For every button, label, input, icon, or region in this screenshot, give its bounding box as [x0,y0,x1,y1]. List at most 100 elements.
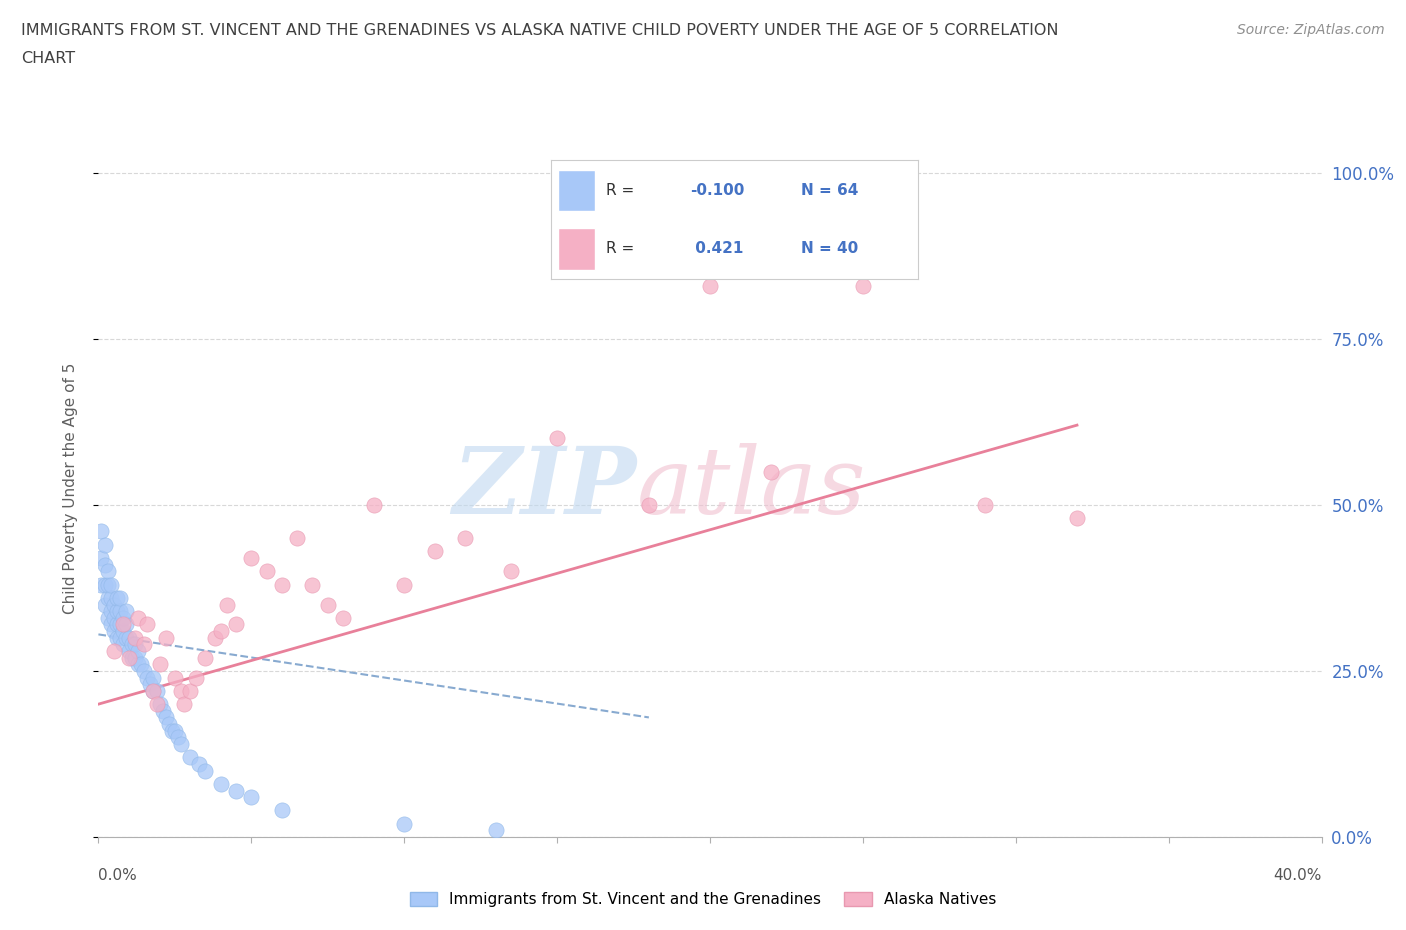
Point [115,631,138,645]
Point [170,684,193,698]
Point [97,591,120,605]
Point [209,777,232,791]
Point [103,597,125,612]
Point [1066,511,1088,525]
Point [124,631,146,645]
Point [852,278,875,293]
Y-axis label: Child Poverty Under the Age of 5: Child Poverty Under the Age of 5 [63,363,77,614]
Point [699,278,721,293]
Point [93,557,115,572]
Point [179,750,201,764]
Point [100,604,122,618]
Point [115,604,138,618]
Text: 40.0%: 40.0% [1274,869,1322,883]
Point [225,617,247,631]
Point [90,551,112,565]
Point [100,578,122,592]
Point [392,817,416,831]
Point [160,724,183,738]
Point [163,671,186,685]
Point [121,650,143,665]
Point [105,591,128,605]
Point [142,684,165,698]
Point [127,610,149,625]
Text: Source: ZipAtlas.com: Source: ZipAtlas.com [1237,23,1385,37]
Point [240,551,263,565]
Point [108,631,131,645]
Point [240,790,263,804]
Point [103,610,125,625]
Point [392,578,416,592]
Point [145,697,167,711]
Point [270,803,292,817]
Text: ZIP: ZIP [453,444,637,533]
Legend: Immigrants from St. Vincent and the Grenadines, Alaska Natives: Immigrants from St. Vincent and the Gren… [404,885,1002,913]
Point [111,637,134,652]
Text: 0.0%: 0.0% [98,869,138,883]
Point [97,564,120,578]
Point [546,431,568,445]
Point [188,756,211,771]
Point [301,578,323,592]
Point [136,617,159,631]
Point [194,764,217,778]
Point [423,544,446,559]
Point [163,724,186,738]
Point [139,677,162,692]
Point [485,823,508,838]
Point [121,637,143,652]
Point [155,631,177,645]
Point [127,644,149,658]
Point [204,631,226,645]
Point [170,737,193,751]
Point [501,564,523,578]
Point [118,644,141,658]
Point [194,650,217,665]
Point [124,650,146,665]
Point [108,617,131,631]
Point [134,637,156,652]
Point [270,578,292,592]
Point [179,684,201,698]
Point [186,671,208,685]
Point [103,624,125,639]
Point [167,730,190,745]
Point [173,697,195,711]
Point [215,597,238,612]
Text: CHART: CHART [21,51,75,66]
Point [100,591,122,605]
Point [134,663,156,678]
Point [149,657,172,671]
Point [103,644,125,658]
Point [149,697,172,711]
Point [637,498,661,512]
Point [316,597,339,612]
Point [111,624,134,639]
Point [145,684,167,698]
Point [332,610,354,625]
Point [93,597,115,612]
Point [157,717,180,732]
Text: atlas: atlas [637,444,866,533]
Point [124,637,146,652]
Point [118,650,141,665]
Point [129,657,152,671]
Point [90,578,112,592]
Point [454,531,477,546]
Point [108,591,131,605]
Point [105,617,128,631]
Point [118,631,141,645]
Point [115,617,138,631]
Point [142,671,165,685]
Point [256,564,278,578]
Point [108,604,131,618]
Point [105,631,128,645]
Point [90,524,112,538]
Point [363,498,385,512]
Point [93,538,115,552]
Point [142,684,165,698]
Point [155,710,177,724]
Point [974,498,997,512]
Point [225,783,247,798]
Point [97,610,120,625]
